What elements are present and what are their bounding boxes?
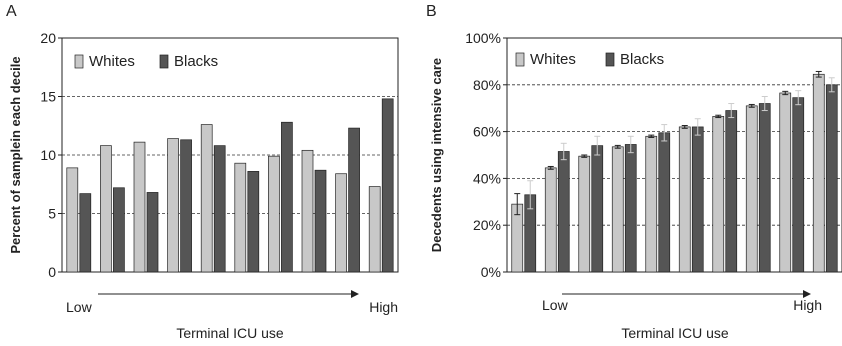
bar-blacks bbox=[792, 97, 805, 273]
legend-swatch-blacks bbox=[159, 54, 169, 69]
legend-label-whites: Whites bbox=[530, 51, 576, 68]
panel-b: B 0% 20% 40% 60% 80% 100% Decedents using inten… bbox=[426, 3, 842, 341]
x-high-label: High bbox=[369, 299, 398, 315]
bar-blacks bbox=[79, 193, 92, 273]
y-tick-label: 80% bbox=[473, 77, 501, 93]
legend-swatch-whites bbox=[515, 52, 525, 67]
x-axis-title: Terminal ICU use bbox=[621, 325, 729, 341]
bar-blacks bbox=[758, 103, 771, 273]
bar-blacks bbox=[314, 169, 327, 273]
x-low-label: Low bbox=[66, 299, 93, 315]
bar-blacks bbox=[658, 132, 671, 273]
y-tick-label: 15 bbox=[40, 89, 56, 105]
x-low-label: Low bbox=[542, 297, 569, 313]
bar-whites bbox=[712, 116, 725, 273]
bar-whites bbox=[167, 138, 179, 273]
bar-blacks bbox=[247, 171, 260, 273]
bar-blacks bbox=[180, 139, 192, 273]
bar-whites bbox=[611, 146, 624, 273]
y-tick-label: 10 bbox=[40, 147, 56, 163]
legend-swatch-whites bbox=[74, 54, 84, 69]
bar-whites bbox=[200, 124, 213, 273]
bar-blacks bbox=[381, 98, 394, 273]
bar-blacks bbox=[213, 145, 226, 273]
bar-blacks bbox=[825, 84, 838, 273]
bar-whites bbox=[678, 126, 691, 273]
y-tick-label: 100% bbox=[465, 30, 501, 46]
y-axis-title: Percent of samplein each decile bbox=[8, 56, 23, 253]
panel-a: A 0 5 10 15 20 Percent of samplein each decile… bbox=[6, 3, 399, 341]
bar-whites bbox=[812, 73, 825, 273]
bar-whites bbox=[133, 141, 146, 273]
bar-blacks bbox=[624, 144, 637, 273]
bar-blacks bbox=[691, 126, 704, 273]
y-axis-title: Decedents using intensive care bbox=[429, 58, 444, 252]
bar-blacks bbox=[146, 192, 159, 273]
x-high-label: High bbox=[793, 297, 822, 313]
y-tick-label: 0% bbox=[481, 264, 501, 280]
bar-blacks bbox=[557, 151, 570, 273]
y-tick-label: 60% bbox=[473, 124, 501, 140]
y-tick-label: 40% bbox=[473, 170, 501, 186]
panel-letter: B bbox=[426, 3, 437, 20]
bar-whites bbox=[335, 173, 347, 273]
bar-blacks bbox=[348, 127, 360, 273]
x-axis-title: Terminal ICU use bbox=[176, 325, 284, 341]
y-tick-label: 20 bbox=[40, 30, 56, 46]
bar-blacks bbox=[281, 121, 293, 273]
bar-whites bbox=[234, 162, 247, 273]
bar-whites bbox=[100, 145, 112, 273]
legend-swatch-blacks bbox=[605, 52, 615, 67]
bar-blacks bbox=[725, 110, 738, 273]
bar-whites bbox=[368, 186, 381, 273]
bar-whites bbox=[301, 149, 314, 273]
legend-label-blacks: Blacks bbox=[620, 51, 664, 68]
bar-blacks bbox=[591, 145, 604, 273]
y-tick-label: 0 bbox=[48, 264, 56, 280]
bar-whites bbox=[645, 135, 658, 273]
bar-whites bbox=[268, 155, 280, 273]
bar-whites bbox=[745, 105, 758, 273]
bar-whites bbox=[66, 167, 79, 273]
y-tick-label: 20% bbox=[473, 217, 501, 233]
panel-letter: A bbox=[6, 3, 17, 20]
bar-whites bbox=[779, 92, 792, 273]
bar-blacks bbox=[113, 187, 125, 273]
bar-whites bbox=[578, 155, 591, 273]
bar-whites bbox=[544, 167, 557, 273]
plot-frame bbox=[506, 37, 842, 273]
y-tick-label: 5 bbox=[48, 206, 56, 222]
legend-label-blacks: Blacks bbox=[174, 53, 218, 70]
legend-label-whites: Whites bbox=[89, 53, 135, 70]
